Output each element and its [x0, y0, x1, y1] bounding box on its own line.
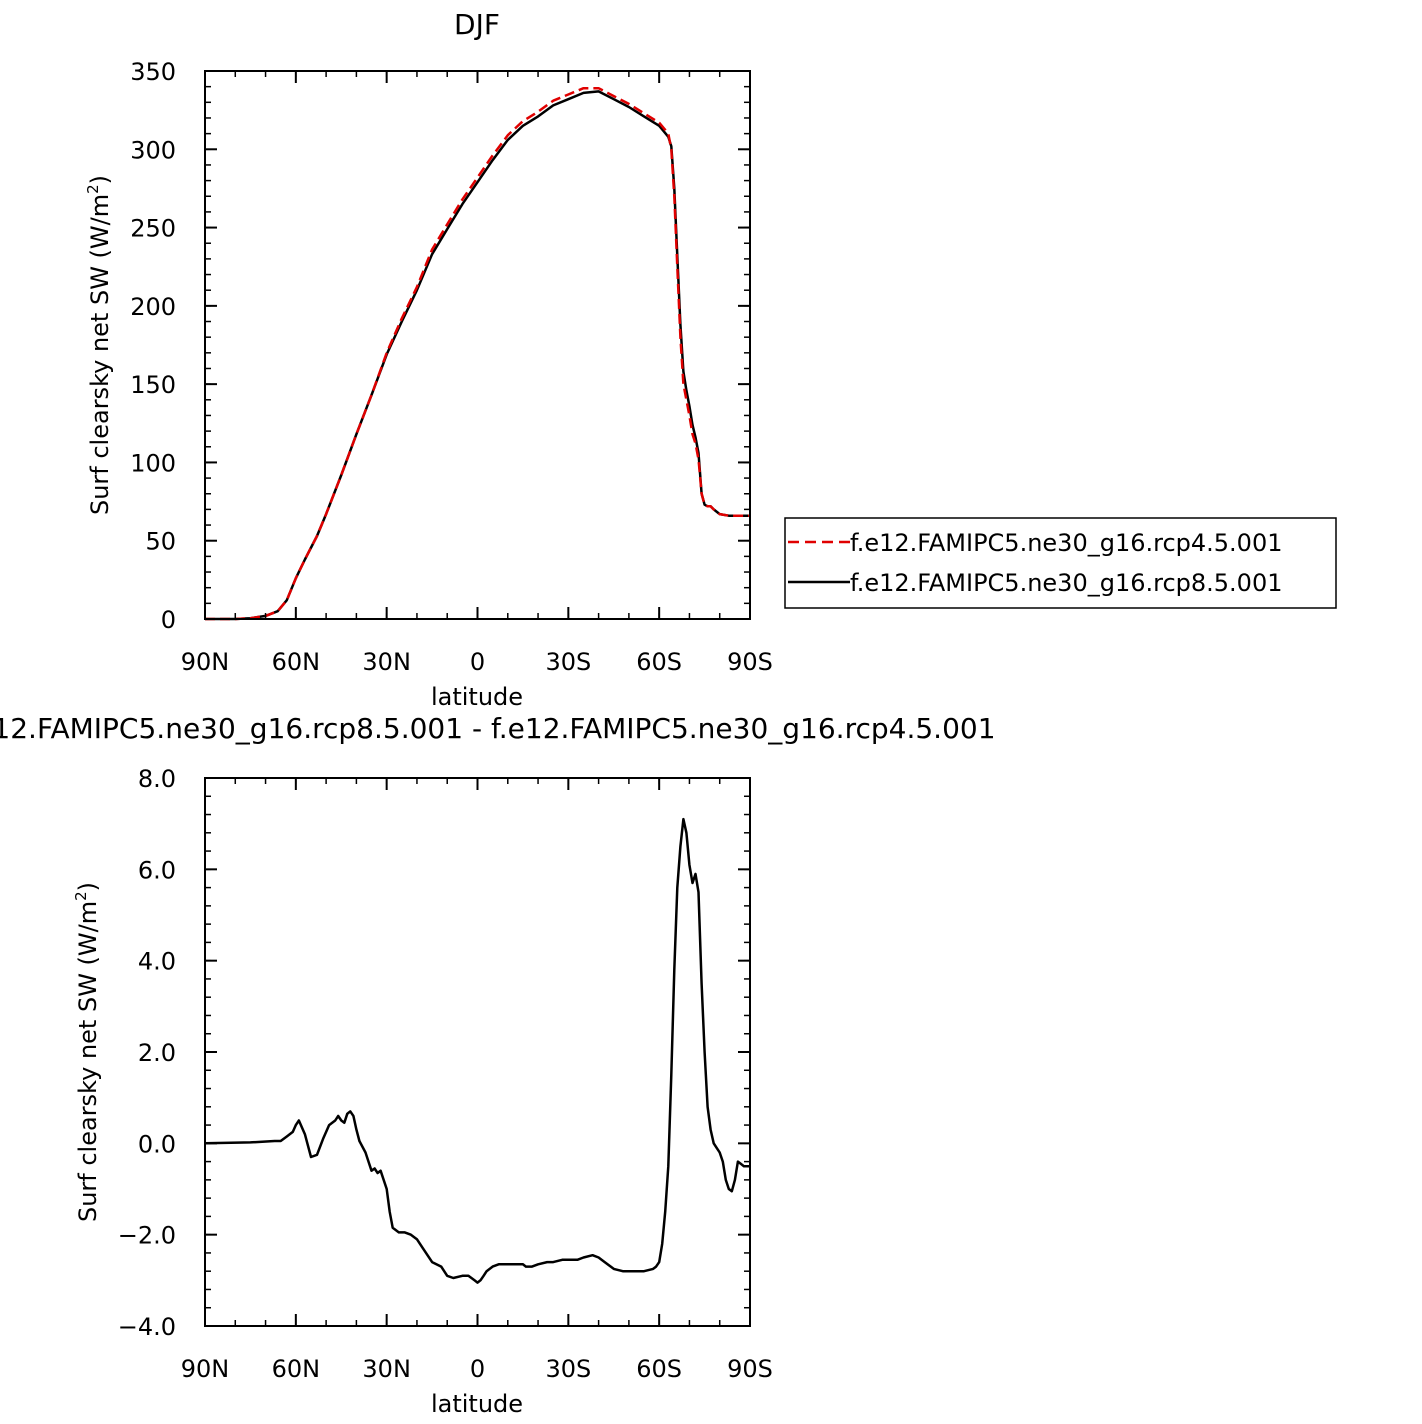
top-ytick-label: 300 [130, 136, 176, 164]
bottom-ytick-label: −4.0 [118, 1313, 176, 1341]
bottom-ytick-label: 2.0 [138, 1039, 176, 1067]
legend-frame [784, 517, 1337, 609]
top-ytick-label: 250 [130, 215, 176, 243]
bottom-plot-content [204, 817, 750, 1284]
top-xtick-label: 90S [727, 648, 773, 676]
top-xtick-label: 90N [181, 648, 230, 676]
top-ytick-label: 0 [161, 606, 176, 634]
top-panel: DJF 0 50 100 150 200 250 300 350 90N 60N 30N 0 30S 6… [84, 8, 1337, 711]
top-ytick-label: 50 [145, 528, 176, 556]
bottom-y-axis-label: Surf clearsky net SW (W/m2) [72, 882, 102, 1222]
bottom-xtick-label: 30S [545, 1355, 591, 1383]
bottom-plot-frame [204, 777, 751, 1327]
top-series-line-1 [205, 90, 750, 621]
bottom-xtick-label: 0 [470, 1355, 485, 1383]
bottom-x-axis-label: latitude [431, 1390, 523, 1418]
bottom-xtick-label: 60S [636, 1355, 682, 1383]
bottom-ytick-label: 0.0 [138, 1130, 176, 1158]
bottom-ytick-label: −2.0 [118, 1222, 176, 1250]
bottom-chart-title: f.e12.FAMIPC5.ne30_g16.rcp8.5.001 - f.e1… [0, 712, 996, 745]
top-ytick-label: 100 [130, 449, 176, 477]
top-xtick-labels: 90N 60N 30N 0 30S 60S 90S [181, 648, 773, 676]
top-xtick-label: 30N [362, 648, 411, 676]
bottom-y-axis-label-close: ) [74, 882, 102, 891]
top-y-axis-label-main: Surf clearsky net SW (W/m [86, 194, 114, 515]
bottom-y-axis-label-main: Surf clearsky net SW (W/m [74, 901, 102, 1222]
top-xtick-label: 30S [545, 648, 591, 676]
top-ticks [204, 70, 751, 620]
bottom-xtick-label: 30N [362, 1355, 411, 1383]
top-ytick-labels: 0 50 100 150 200 250 300 350 [130, 58, 176, 634]
legend-label-rcp45: f.e12.FAMIPC5.ne30_g16.rcp4.5.001 [850, 529, 1283, 557]
bottom-y-axis-label-superscript: 2 [72, 891, 90, 901]
top-plot-frame [204, 70, 751, 620]
bottom-xtick-labels: 90N 60N 30N 0 30S 60S 90S [181, 1355, 773, 1383]
top-xtick-label: 60S [636, 648, 682, 676]
bottom-xtick-label: 60N [272, 1355, 321, 1383]
bottom-ytick-label: 8.0 [138, 765, 176, 793]
bottom-series-line-0 [204, 817, 750, 1284]
top-y-axis-label: Surf clearsky net SW (W/m2) [84, 175, 114, 515]
top-y-axis-label-superscript: 2 [84, 184, 102, 194]
top-xtick-label: 60N [272, 648, 321, 676]
bottom-ytick-label: 4.0 [138, 948, 176, 976]
bottom-ytick-labels: −4.0 −2.0 0.0 2.0 4.0 6.0 8.0 [118, 765, 176, 1341]
top-x-axis-label: latitude [431, 683, 523, 711]
top-ytick-label: 200 [130, 293, 176, 321]
bottom-xtick-label: 90S [727, 1355, 773, 1383]
top-xtick-label: 0 [470, 648, 485, 676]
bottom-xtick-label: 90N [181, 1355, 230, 1383]
legend: f.e12.FAMIPC5.ne30_g16.rcp4.5.001 f.e12.… [784, 517, 1337, 609]
top-series-line-0 [205, 86, 750, 621]
top-ytick-label: 150 [130, 371, 176, 399]
bottom-ticks [204, 777, 751, 1327]
top-ytick-label: 350 [130, 58, 176, 86]
top-y-axis-label-close: ) [86, 175, 114, 184]
bottom-ytick-label: 6.0 [138, 856, 176, 884]
top-plot-content [205, 86, 750, 621]
top-chart-title: DJF [454, 8, 500, 41]
bottom-panel: f.e12.FAMIPC5.ne30_g16.rcp8.5.001 - f.e1… [0, 712, 996, 1418]
legend-label-rcp85: f.e12.FAMIPC5.ne30_g16.rcp8.5.001 [850, 569, 1283, 597]
